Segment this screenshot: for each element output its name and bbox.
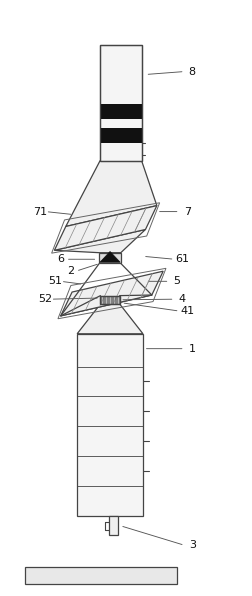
Text: 1: 1 <box>188 344 195 353</box>
Text: 4: 4 <box>178 294 185 304</box>
Bar <box>100 45 141 161</box>
Text: 52: 52 <box>38 294 52 304</box>
Bar <box>77 334 142 516</box>
Bar <box>100 45 141 161</box>
Polygon shape <box>54 206 156 250</box>
Polygon shape <box>100 252 120 262</box>
Text: 51: 51 <box>48 277 62 286</box>
Bar <box>99 253 120 263</box>
Polygon shape <box>60 295 151 316</box>
Bar <box>100 296 119 304</box>
Text: 2: 2 <box>67 266 74 276</box>
Text: 6: 6 <box>57 254 64 264</box>
Text: 3: 3 <box>188 541 195 550</box>
Text: 61: 61 <box>174 254 188 264</box>
Bar <box>100 128 141 143</box>
Text: 71: 71 <box>33 207 47 216</box>
Bar <box>108 516 118 535</box>
Bar <box>100 296 119 304</box>
Text: 41: 41 <box>179 306 194 316</box>
Polygon shape <box>66 161 156 226</box>
Polygon shape <box>60 271 163 316</box>
Bar <box>100 104 141 119</box>
Bar <box>25 567 176 584</box>
Text: 7: 7 <box>183 207 190 216</box>
Text: 8: 8 <box>188 67 195 76</box>
Polygon shape <box>77 304 142 334</box>
Text: 5: 5 <box>173 277 180 286</box>
Polygon shape <box>54 229 145 253</box>
